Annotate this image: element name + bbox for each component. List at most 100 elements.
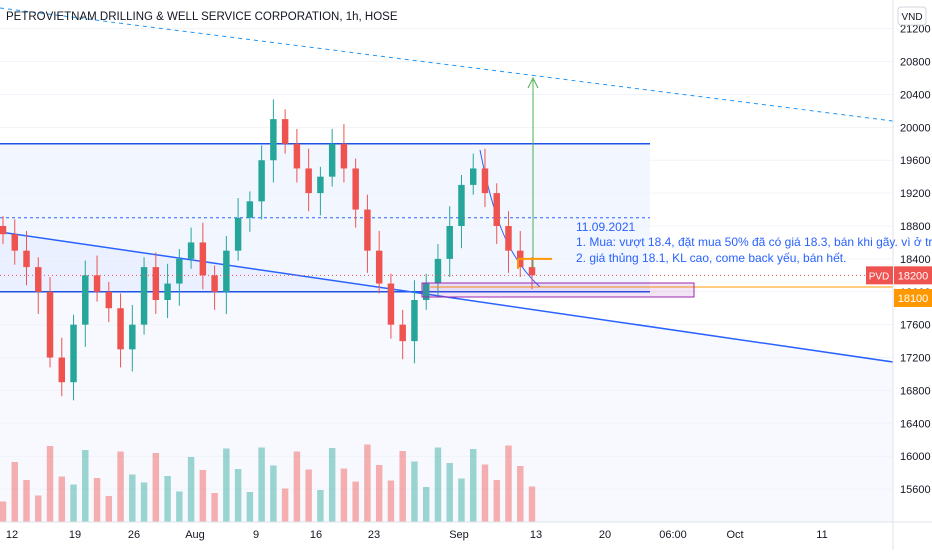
candle[interactable] <box>375 230 383 294</box>
candle[interactable] <box>493 183 500 245</box>
volume-bar <box>176 491 183 522</box>
volume-bar <box>458 478 465 522</box>
candle[interactable] <box>481 148 489 208</box>
candle[interactable] <box>152 252 160 314</box>
volume-bar <box>328 448 336 522</box>
candle[interactable] <box>411 280 418 364</box>
candle[interactable] <box>70 314 77 401</box>
volume-bar <box>234 469 242 522</box>
candle-body <box>35 267 42 292</box>
candle-body <box>82 275 89 325</box>
candle-body <box>140 267 148 325</box>
candle[interactable] <box>399 309 406 360</box>
candle[interactable] <box>211 265 218 310</box>
candle[interactable] <box>187 227 195 269</box>
candle[interactable] <box>258 145 265 220</box>
volume-bar <box>375 465 383 522</box>
candle[interactable] <box>328 128 336 187</box>
candle-body <box>399 324 406 342</box>
time-tick-label: 06:00 <box>659 529 687 541</box>
candle[interactable] <box>469 153 477 195</box>
candle-body <box>528 267 536 276</box>
support-zone-box[interactable] <box>421 282 695 298</box>
volume-bar <box>446 463 453 522</box>
price-tick-label: 16000 <box>900 451 931 463</box>
volume-bar <box>528 486 536 522</box>
price-tick-label: 16800 <box>900 385 931 397</box>
annotation-line-1: 1. Mua: vượt 18.4, đặt mua 50% đã có giá… <box>576 235 932 249</box>
last-price-tag <box>894 266 932 285</box>
candle[interactable] <box>387 273 395 339</box>
candle[interactable] <box>223 235 230 314</box>
candle[interactable] <box>93 255 101 302</box>
time-tick-label: Sep <box>449 529 469 541</box>
price-tick-label: 19200 <box>900 188 931 200</box>
candle-body <box>164 283 171 300</box>
candle-body <box>458 184 465 226</box>
candle[interactable] <box>234 198 242 261</box>
volume-bar <box>117 451 124 522</box>
volume-bar <box>152 453 160 522</box>
candle-body <box>446 226 453 259</box>
candle[interactable] <box>58 337 66 397</box>
candle[interactable] <box>140 257 148 335</box>
volume-bar <box>281 488 289 522</box>
volume-bar <box>305 469 312 522</box>
candle[interactable] <box>317 166 324 216</box>
candle[interactable] <box>270 99 277 183</box>
candle-body <box>187 242 195 259</box>
candle[interactable] <box>105 281 113 323</box>
candle-body <box>199 242 207 276</box>
candle[interactable] <box>528 257 536 290</box>
volume-bar <box>70 484 77 522</box>
upper-trend-dashed[interactable] <box>0 7 894 122</box>
volume-bar <box>317 490 324 522</box>
candle[interactable] <box>11 219 18 265</box>
candle[interactable] <box>293 128 301 183</box>
volume-bar <box>364 444 371 522</box>
volume-bar <box>11 462 18 522</box>
price-tick-label: 20400 <box>900 89 931 101</box>
candle[interactable] <box>46 276 54 368</box>
candle[interactable] <box>0 216 7 245</box>
candle[interactable] <box>434 244 442 298</box>
candle-body <box>481 168 489 194</box>
candle[interactable] <box>164 263 171 319</box>
candle[interactable] <box>352 158 359 228</box>
candle[interactable] <box>281 109 289 154</box>
price-tick-label: 16400 <box>900 418 931 430</box>
candle[interactable] <box>82 260 89 347</box>
chart-title: PETROVIETNAM DRILLING & WELL SERVICE COR… <box>6 11 398 23</box>
candle-body <box>434 258 442 284</box>
volume-bar <box>0 501 7 522</box>
candle[interactable] <box>35 257 42 314</box>
price-tick-label: 20000 <box>900 122 931 134</box>
candle[interactable] <box>23 230 30 286</box>
candle[interactable] <box>117 293 124 368</box>
candle-body <box>505 226 512 251</box>
candle[interactable] <box>505 211 512 273</box>
time-tick-label: Aug <box>185 529 205 541</box>
volume-bar <box>199 470 207 522</box>
candle-body <box>223 250 230 292</box>
volume-bar <box>58 476 66 522</box>
time-tick-label: 26 <box>128 529 140 541</box>
candle[interactable] <box>129 304 136 372</box>
currency-box[interactable] <box>897 6 927 26</box>
candle[interactable] <box>364 194 371 273</box>
price-tick-label: 20800 <box>900 57 931 69</box>
time-tick-label: 13 <box>530 529 542 541</box>
candle[interactable] <box>246 191 254 232</box>
candle[interactable] <box>176 249 183 306</box>
candle[interactable] <box>305 148 312 212</box>
price-tick-label: 18800 <box>900 221 931 233</box>
time-tick-label: Oct <box>726 529 743 541</box>
candle[interactable] <box>446 206 453 277</box>
candle-body <box>70 324 77 383</box>
candle[interactable] <box>340 124 348 183</box>
candle[interactable] <box>422 273 430 310</box>
candle[interactable] <box>199 222 207 290</box>
candle[interactable] <box>458 175 465 249</box>
